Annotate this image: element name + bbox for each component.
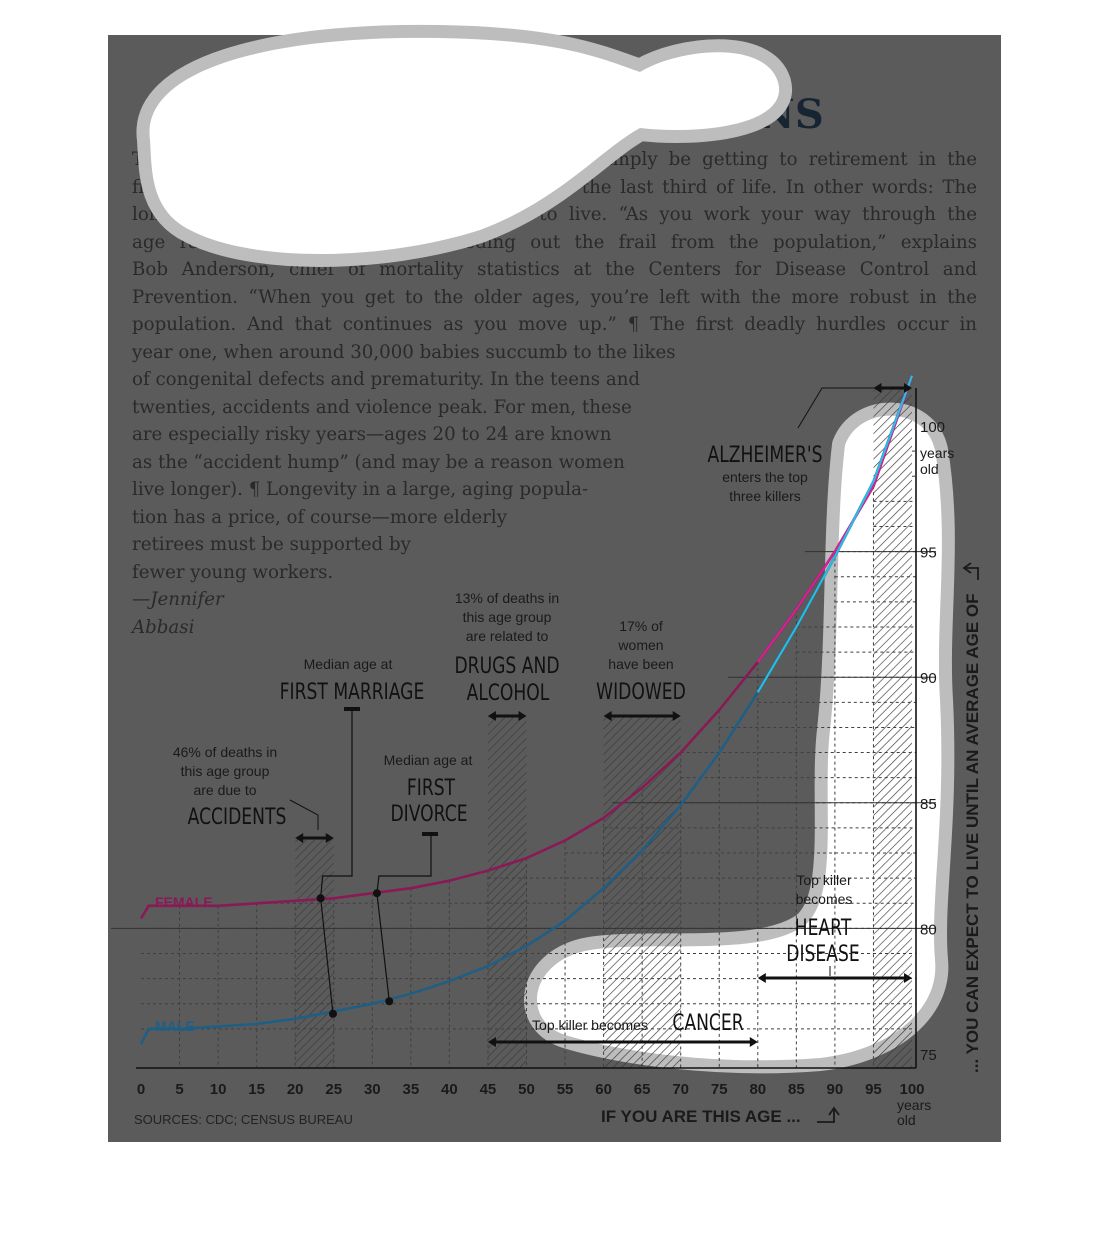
- body-line: Bob Anderson, chief of mortality statist…: [132, 259, 977, 280]
- body-line: are especially risky years—ages 20 to 24…: [132, 424, 612, 445]
- body-line: longer you live, the longer you’re likel…: [132, 204, 977, 225]
- kicker-badge: THE CHARTIST: [472, 58, 619, 82]
- body-line: Prevention. “When you get to the older a…: [132, 286, 977, 308]
- body-line: twenties, accidents and violence peak. F…: [132, 396, 632, 418]
- headline: GREAT EXPECTATIONS: [285, 91, 825, 138]
- body-line: retirees must be supported by: [132, 534, 411, 555]
- body-line: fewer young workers.: [132, 561, 334, 583]
- body-line: as the “accident hump” (and may be a rea…: [132, 451, 625, 473]
- body-line: The key to living longer after retiremen…: [132, 149, 977, 170]
- body-line: age range, you’re essentially weeding ou…: [132, 231, 977, 253]
- article-body: The key to living longer after retiremen…: [132, 146, 982, 641]
- body-line: first place. Our average age at death so…: [132, 176, 977, 198]
- body-line: of congenital defects and prematurity. I…: [132, 369, 641, 390]
- body-line: year one, when around 30,000 babies succ…: [132, 341, 676, 363]
- body-line: population. And that continues as you mo…: [132, 314, 977, 335]
- body-line: tion has a price, of course—more elderly: [132, 506, 508, 528]
- kicker-label: THE CHARTIST: [477, 61, 614, 79]
- body-line: live longer). ¶ Longevity in a large, ag…: [132, 479, 589, 500]
- byline-line: Abbasi: [132, 616, 195, 638]
- byline-line: —Jennifer: [132, 589, 224, 610]
